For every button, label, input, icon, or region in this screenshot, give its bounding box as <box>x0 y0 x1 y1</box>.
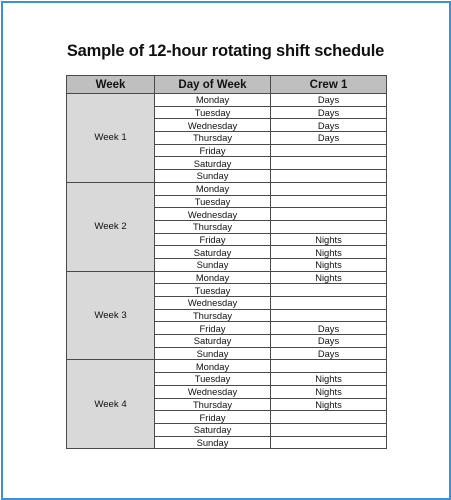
crew-shift-cell <box>270 194 387 209</box>
day-of-week-cell: Sunday <box>154 346 271 361</box>
table-row: Sunday Days <box>67 346 387 361</box>
crew-shift-cell <box>270 156 387 171</box>
day-of-week-cell: Friday <box>154 410 271 424</box>
crew-shift-cell: Nights <box>270 270 387 285</box>
table-row: Sunday <box>67 435 387 450</box>
crew-shift-cell <box>270 435 387 450</box>
table-row: Friday <box>67 143 387 158</box>
day-of-week-cell: Friday <box>154 143 271 158</box>
table-row: Wednesday Nights <box>67 384 387 399</box>
crew-shift-cell: Days <box>270 346 387 361</box>
crew-shift-cell <box>270 143 387 158</box>
day-of-week-cell: Monday <box>154 181 271 196</box>
shift-schedule-table: Week Day of Week Crew 1 Week 1 Monday Days… <box>66 75 387 450</box>
table-body: Week 1 Monday Days Tuesday Days Wednesday Days… <box>66 93 387 450</box>
column-header-week: Week <box>66 75 155 94</box>
day-of-week-cell: Sunday <box>154 257 271 272</box>
column-header-day: Day of Week <box>154 75 271 94</box>
day-of-week-cell: Wednesday <box>154 207 271 221</box>
table-header-row: Week Day of Week Crew 1 <box>66 75 387 94</box>
week-label-cell: Week 1 <box>66 93 155 183</box>
day-of-week-cell: Tuesday <box>154 283 271 297</box>
day-of-week-cell: Thursday <box>154 219 271 234</box>
crew-shift-cell <box>270 296 387 310</box>
day-of-week-cell: Friday <box>154 232 271 247</box>
day-of-week-cell: Saturday <box>154 245 271 259</box>
crew-shift-cell: Days <box>270 118 387 133</box>
table-row: Week 4 Monday <box>66 359 387 450</box>
table-row: Week 2 Monday <box>66 181 387 272</box>
table-row: Week 1 Monday Days <box>66 93 387 183</box>
day-of-week-cell: Saturday <box>154 156 271 171</box>
week-label-cell: Week 4 <box>66 359 155 450</box>
day-of-week-cell: Tuesday <box>154 372 271 386</box>
crew-shift-cell: Days <box>270 321 387 336</box>
crew-shift-cell: Days <box>270 131 387 145</box>
week-label-cell: Week 3 <box>66 270 155 361</box>
crew-shift-cell: Nights <box>270 372 387 386</box>
crew-shift-cell: Days <box>270 105 387 120</box>
crew-shift-cell <box>270 169 387 183</box>
day-of-week-cell: Tuesday <box>154 105 271 120</box>
column-header-crew: Crew 1 <box>270 75 387 94</box>
table-row: Sunday Nights <box>67 257 387 272</box>
table-row: Wednesday <box>67 296 387 310</box>
day-of-week-cell: Wednesday <box>154 296 271 310</box>
crew-shift-cell: Nights <box>270 232 387 247</box>
crew-shift-cell: Nights <box>270 397 387 412</box>
table-row: Week 3 Monday Nights <box>66 270 387 361</box>
crew-shift-cell: Days <box>270 334 387 348</box>
table-row: Wednesday Days <box>67 118 387 133</box>
crew-shift-cell <box>270 219 387 234</box>
table-row: Tuesday Nights <box>67 372 387 386</box>
table-row: Friday Days <box>67 321 387 336</box>
day-of-week-cell: Monday <box>154 93 271 107</box>
day-of-week-cell: Sunday <box>154 169 271 183</box>
crew-shift-cell <box>270 308 387 323</box>
crew-shift-cell <box>270 359 387 374</box>
day-of-week-cell: Saturday <box>154 422 271 437</box>
day-of-week-cell: Thursday <box>154 131 271 145</box>
day-of-week-cell: Thursday <box>154 397 271 412</box>
crew-shift-cell <box>270 410 387 424</box>
page-title: Sample of 12-hour rotating shift schedul… <box>66 42 385 60</box>
crew-shift-cell <box>270 181 387 196</box>
crew-shift-cell: Nights <box>270 257 387 272</box>
table-row: Thursday Nights <box>67 397 387 412</box>
table-row: Tuesday <box>67 194 387 209</box>
crew-shift-cell: Days <box>270 93 387 107</box>
day-of-week-cell: Thursday <box>154 308 271 323</box>
crew-shift-cell: Nights <box>270 245 387 259</box>
day-of-week-cell: Tuesday <box>154 194 271 209</box>
day-of-week-cell: Sunday <box>154 435 271 450</box>
day-of-week-cell: Friday <box>154 321 271 336</box>
day-of-week-cell: Wednesday <box>154 118 271 133</box>
crew-shift-cell <box>270 422 387 437</box>
day-of-week-cell: Saturday <box>154 334 271 348</box>
crew-shift-cell: Nights <box>270 384 387 399</box>
day-of-week-cell: Monday <box>154 270 271 285</box>
day-of-week-cell: Wednesday <box>154 384 271 399</box>
crew-shift-cell <box>270 207 387 221</box>
crew-shift-cell <box>270 283 387 297</box>
day-of-week-cell: Monday <box>154 359 271 374</box>
week-label-cell: Week 2 <box>66 181 155 272</box>
